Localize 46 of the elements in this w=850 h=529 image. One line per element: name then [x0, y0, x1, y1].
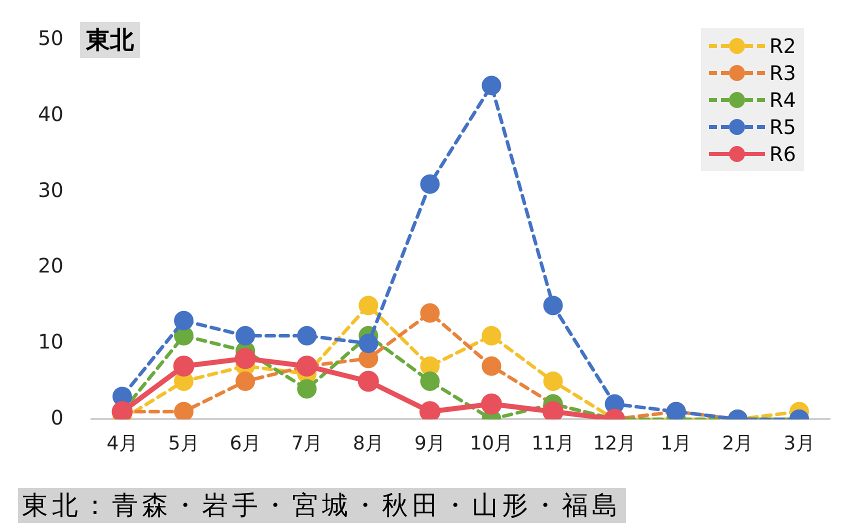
point — [297, 326, 317, 346]
point — [297, 379, 317, 399]
chart-title: 東北 — [80, 22, 140, 58]
point — [236, 372, 256, 392]
legend-label: R6 — [769, 142, 796, 166]
point — [543, 296, 563, 316]
point — [420, 372, 440, 392]
x-tick-label: 9月 — [414, 432, 446, 455]
legend-label: R3 — [769, 60, 796, 84]
point — [236, 326, 256, 346]
point — [482, 326, 502, 346]
point — [173, 356, 194, 377]
x-tick-label: 4月 — [106, 432, 138, 455]
point — [420, 303, 440, 323]
x-tick-label: 3月 — [784, 432, 815, 455]
x-tick-label: 12月 — [592, 432, 636, 455]
x-tick-label: 7月 — [291, 432, 322, 455]
x-tick-label: 6月 — [230, 432, 261, 455]
point — [174, 310, 194, 330]
y-tick-label: 40 — [38, 102, 64, 126]
y-tick-label: 20 — [38, 254, 64, 278]
point — [420, 356, 440, 376]
point — [174, 402, 194, 420]
y-tick-label: 0 — [50, 405, 64, 430]
point — [420, 174, 440, 194]
point — [358, 296, 378, 316]
point — [482, 76, 502, 96]
x-tick-label: 2月 — [722, 432, 754, 455]
x-tick-label: 10月 — [470, 432, 514, 455]
x-tick-label: 5月 — [168, 432, 200, 455]
point — [482, 356, 502, 376]
point — [358, 370, 379, 392]
y-tick-label: 30 — [38, 178, 64, 202]
x-tick-label: 1月 — [660, 432, 692, 455]
y-tick-label: 50 — [38, 26, 64, 50]
y-tick-label: 10 — [38, 330, 64, 354]
point — [234, 348, 256, 370]
text: 東北：青森・岩手・宮城・秋田・山形・福島 — [18, 488, 626, 523]
point — [481, 394, 502, 415]
legend-label: R2 — [769, 34, 796, 58]
x-tick-label: 11月 — [531, 432, 575, 455]
point — [543, 372, 563, 392]
x-tick-label: 8月 — [352, 432, 384, 455]
legend-label: R4 — [769, 88, 796, 112]
legend-label: R5 — [769, 114, 796, 138]
point — [358, 334, 378, 354]
